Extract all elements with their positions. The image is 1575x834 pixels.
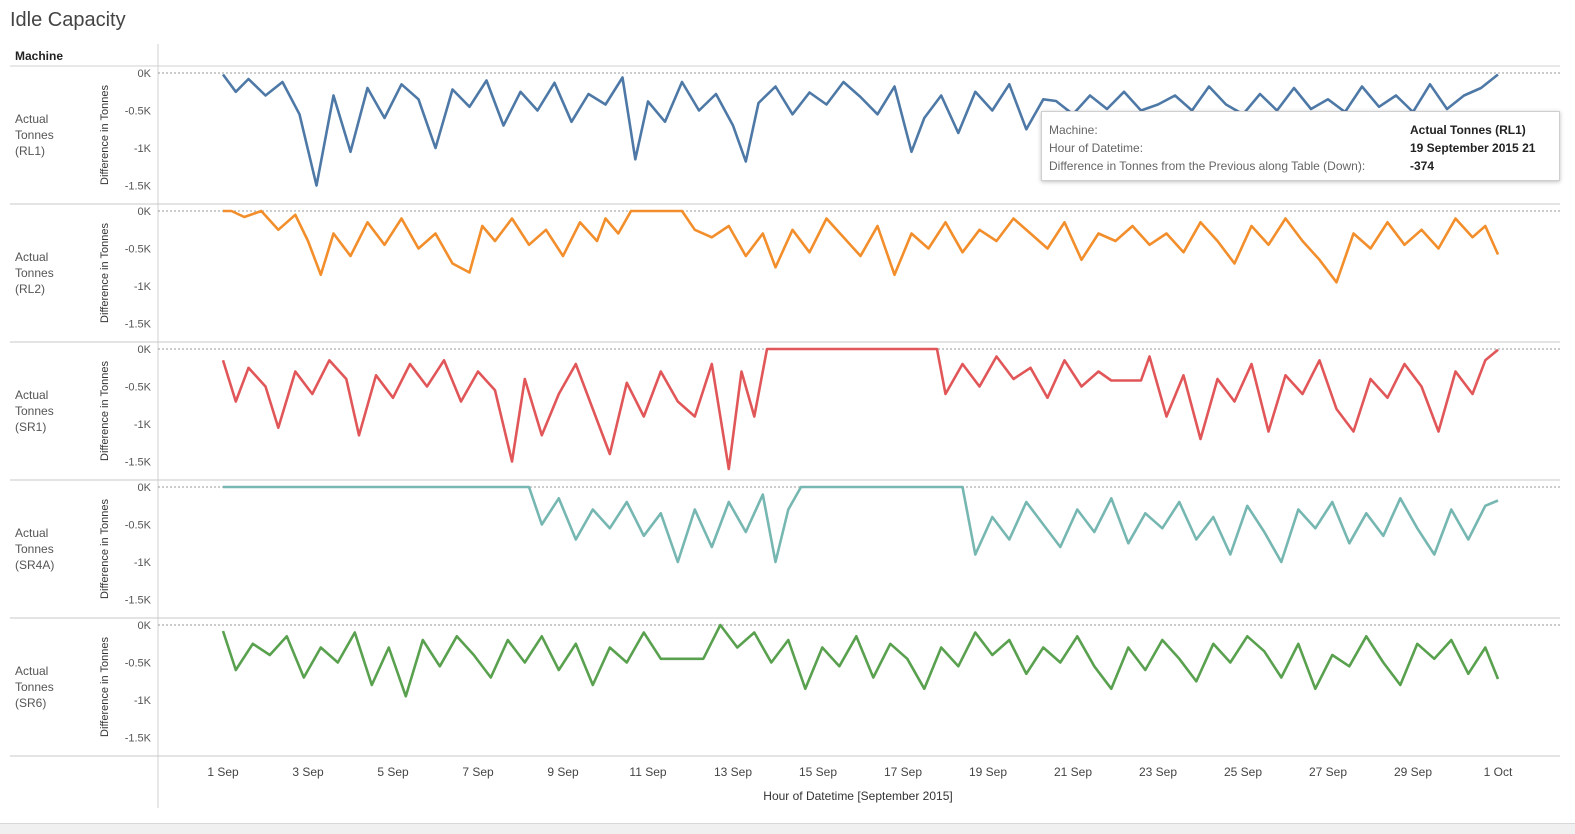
axes: 0K -0.5K -1K -1.5K Difference in Tonnes Actua… [15, 68, 1513, 779]
y-axis-title: Difference in Tonnes [99, 223, 111, 323]
status-bar [0, 823, 1575, 834]
page-title: Idle Capacity [10, 9, 126, 31]
row-header-machine: Machine [15, 49, 64, 63]
x-tick-label: 17 Sep [884, 765, 922, 779]
series-lines [221, 73, 1500, 698]
series-line[interactable] [221, 347, 1499, 471]
tooltip-hour-label: Hour of Datetime: [1049, 141, 1144, 155]
x-tick-label: 27 Sep [1309, 765, 1347, 779]
y-tick-label: -1.5K [125, 181, 152, 193]
y-tick-label: 0K [138, 482, 152, 494]
tooltip-machine-value: Actual Tonnes (RL1) [1410, 123, 1526, 137]
y-tick-label: -1K [134, 419, 152, 431]
y-tick-label: -1K [134, 695, 152, 707]
x-tick-label: 15 Sep [799, 765, 837, 779]
y-axis-title: Difference in Tonnes [99, 637, 111, 737]
series-line[interactable] [223, 209, 1500, 284]
tooltip: Machine: Actual Tonnes (RL1) Hour of Dat… [1041, 111, 1560, 181]
y-tick-label: 0K [138, 620, 152, 632]
row-header-label: Actual Tonnes (SR6) [15, 664, 54, 710]
x-tick-label: 11 Sep [629, 765, 666, 779]
x-tick-label: 7 Sep [462, 765, 494, 779]
x-axis-title: Hour of Datetime [September 2015] [763, 789, 952, 803]
row-header-label: Actual Tonnes (RL2) [15, 250, 54, 296]
tooltip-machine-label: Machine: [1049, 123, 1098, 137]
series-line[interactable] [223, 485, 1499, 564]
x-tick-label: 25 Sep [1224, 765, 1262, 779]
y-tick-label: -1K [134, 557, 152, 569]
y-tick-label: 0K [138, 68, 152, 80]
x-tick-label: 29 Sep [1394, 765, 1432, 779]
row-header-label: Actual Tonnes (SR1) [15, 388, 54, 434]
y-axis-title: Difference in Tonnes [99, 499, 111, 599]
y-tick-label: 0K [138, 206, 152, 218]
y-tick-label: -0.5K [125, 244, 152, 256]
x-tick-label: 5 Sep [377, 765, 409, 779]
y-tick-label: -1K [134, 281, 152, 293]
row-header-label: Actual Tonnes (SR4A) [15, 526, 54, 572]
x-tick-label: 1 Sep [207, 765, 239, 779]
y-tick-label: -0.5K [125, 520, 152, 532]
row-header-label: Actual Tonnes (RL1) [15, 112, 54, 158]
y-tick-label: 0K [138, 344, 152, 356]
x-tick-label: 21 Sep [1054, 765, 1092, 779]
tooltip-hour-value: 19 September 2015 21 [1410, 141, 1536, 155]
y-tick-label: -1.5K [125, 457, 152, 469]
y-tick-label: -1K [134, 143, 152, 155]
x-tick-label: 1 Oct [1484, 765, 1513, 779]
y-tick-label: -0.5K [125, 106, 152, 118]
y-tick-label: -1.5K [125, 595, 152, 607]
y-axis-title: Difference in Tonnes [99, 85, 111, 185]
series-line[interactable] [221, 73, 1499, 187]
series-line[interactable] [221, 623, 1500, 698]
tooltip-diff-label: Difference in Tonnes from the Previous a… [1049, 159, 1366, 173]
y-tick-label: -1.5K [125, 733, 152, 745]
tooltip-diff-value: -374 [1410, 159, 1435, 173]
y-tick-label: -0.5K [125, 382, 152, 394]
x-tick-label: 3 Sep [292, 765, 324, 779]
y-axis-title: Difference in Tonnes [99, 361, 111, 461]
y-tick-label: -1.5K [125, 319, 152, 331]
x-tick-label: 23 Sep [1139, 765, 1177, 779]
x-tick-label: 9 Sep [547, 765, 579, 779]
x-tick-label: 13 Sep [714, 765, 752, 779]
y-tick-label: -0.5K [125, 658, 152, 670]
x-tick-label: 19 Sep [969, 765, 1007, 779]
